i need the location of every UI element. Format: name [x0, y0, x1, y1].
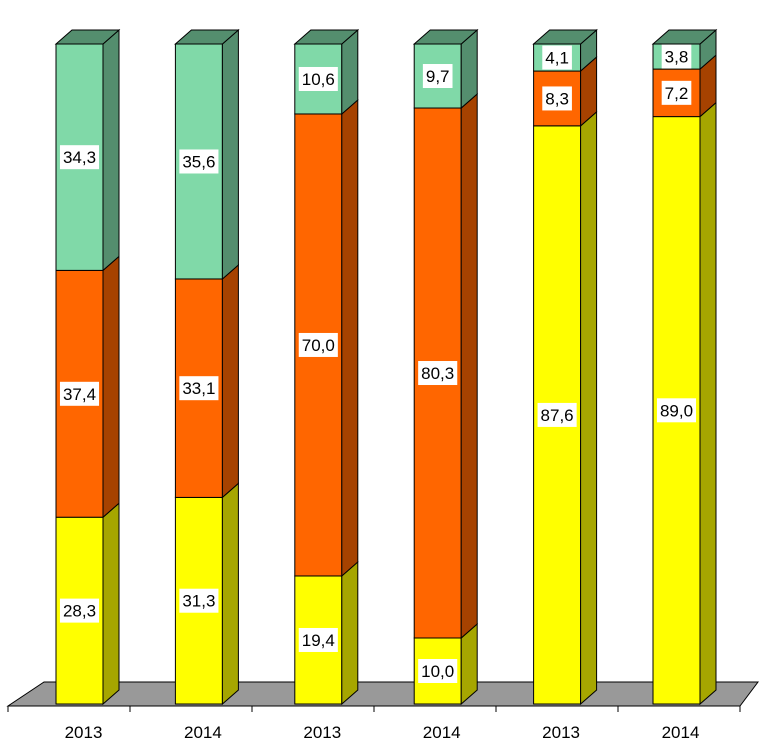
data-label-text: 8,3 — [545, 89, 569, 108]
data-label-box — [661, 80, 692, 105]
bar-top — [412, 29, 479, 45]
data-label: 7,2 — [661, 80, 692, 105]
chart-floor — [6, 681, 759, 707]
data-label-box — [179, 376, 219, 401]
bars-layer — [54, 28, 718, 706]
data-label: 70,0 — [298, 332, 338, 357]
category-label: 2013 — [303, 723, 341, 742]
bar-segment — [533, 55, 598, 127]
category-label: 2014 — [662, 723, 700, 742]
category-label: 2014 — [423, 723, 461, 742]
bar-side — [221, 263, 239, 499]
data-label: 35,6 — [179, 149, 219, 174]
data-label: 37,4 — [59, 381, 100, 406]
data-label-text: 33,1 — [182, 379, 215, 398]
category-labels-layer: 2013 2014 2013 2014 2013 2014 — [65, 723, 700, 742]
category-label: 2013 — [65, 723, 103, 742]
data-label-box — [542, 86, 572, 111]
data-label-box — [298, 627, 338, 652]
data-label-box — [179, 588, 219, 613]
data-label-text: 80,3 — [421, 364, 454, 383]
bar-side — [341, 98, 359, 578]
bar-segment — [652, 53, 717, 118]
data-label-box — [298, 332, 338, 357]
data-label-box — [542, 45, 572, 70]
data-label-box — [661, 44, 692, 69]
data-label-text: 28,3 — [63, 602, 96, 621]
bar-side — [341, 560, 359, 706]
bar-side — [460, 92, 478, 640]
bar-top — [651, 29, 718, 45]
data-label-text: 10,6 — [302, 70, 335, 89]
data-label: 34,3 — [59, 145, 100, 170]
data-label-text: 89,0 — [660, 401, 693, 420]
data-label: 4,1 — [542, 45, 572, 70]
bar-side — [102, 255, 120, 519]
bar-side — [102, 502, 120, 706]
bar-side — [580, 110, 598, 706]
data-label: 89,0 — [656, 398, 697, 423]
data-label-box — [179, 149, 219, 174]
bar-segment — [294, 560, 359, 706]
bar-side — [699, 101, 717, 706]
data-label: 10,6 — [298, 66, 338, 91]
data-label: 87,6 — [537, 402, 577, 427]
bar-top — [293, 29, 360, 45]
data-label-box — [298, 66, 338, 91]
bar-segment — [413, 622, 478, 706]
data-label-text: 70,0 — [302, 336, 335, 355]
data-label-text: 9,7 — [426, 67, 450, 86]
data-label-box — [59, 145, 100, 170]
bar-side — [102, 28, 120, 272]
bar-top — [54, 29, 121, 45]
data-label-text: 3,8 — [665, 48, 689, 67]
bar-side — [221, 482, 239, 706]
bar-top — [532, 29, 598, 45]
data-label-box — [422, 64, 453, 89]
data-label: 8,3 — [542, 86, 572, 111]
data-label-text: 37,4 — [63, 385, 96, 404]
data-label: 9,7 — [422, 64, 453, 89]
bar-side — [341, 28, 359, 116]
data-label: 19,4 — [298, 627, 338, 652]
data-label-text: 34,3 — [63, 148, 96, 167]
data-label-box — [656, 398, 697, 423]
x-axis-ticks — [7, 706, 741, 712]
data-label-box — [59, 381, 100, 406]
bar-side — [221, 28, 239, 281]
data-label-text: 10,0 — [421, 662, 454, 681]
data-label-box — [537, 402, 577, 427]
data-label-text: 35,6 — [182, 152, 215, 171]
data-label: 31,3 — [179, 588, 219, 613]
data-label: 28,3 — [59, 598, 100, 623]
data-label-text: 4,1 — [545, 49, 569, 68]
data-label-box — [59, 598, 100, 623]
data-label-text: 31,3 — [182, 592, 215, 611]
bar-top — [174, 29, 240, 45]
category-label: 2014 — [184, 723, 222, 742]
data-label-box — [418, 659, 458, 683]
data-label: 33,1 — [179, 376, 219, 401]
data-label-text: 19,4 — [302, 631, 335, 650]
data-label: 10,0 — [418, 659, 458, 683]
category-label: 2013 — [542, 723, 580, 742]
data-label-box — [418, 361, 458, 386]
data-labels-layer: 28,3 37,4 34,3 31,3 33,1 35,6 19,4 70,0 10,6 10,0… — [59, 44, 697, 683]
data-label-text: 7,2 — [665, 84, 689, 103]
data-label-text: 87,6 — [541, 406, 574, 425]
data-label: 3,8 — [661, 44, 692, 69]
data-label: 80,3 — [418, 361, 458, 386]
